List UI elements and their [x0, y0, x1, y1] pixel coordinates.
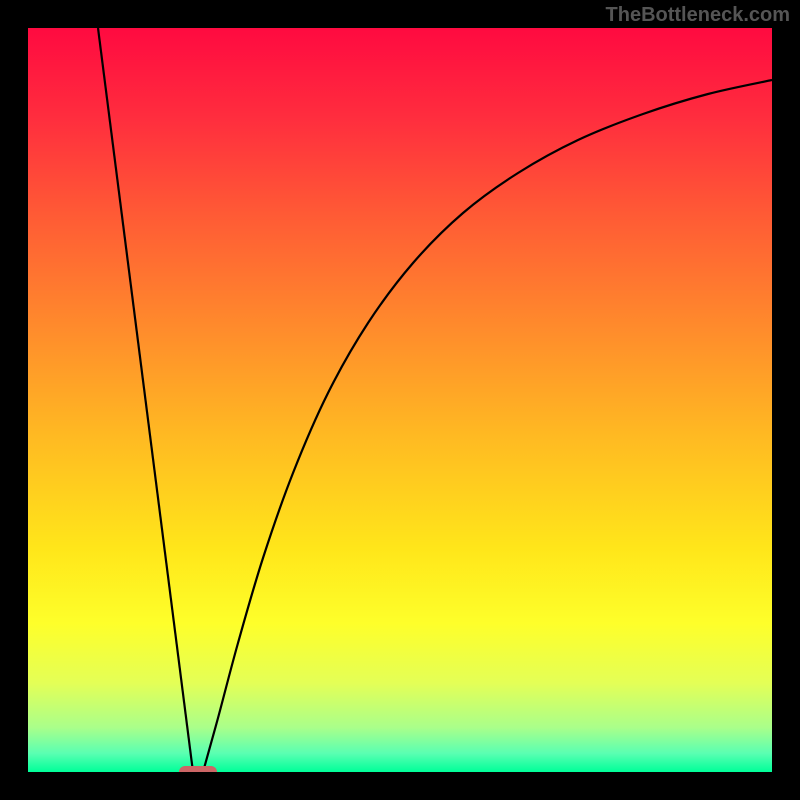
- watermark-text: TheBottleneck.com: [606, 4, 790, 27]
- bottleneck-chart: TheBottleneck.com: [0, 0, 800, 800]
- plot-background: [28, 28, 772, 772]
- chart-svg: [0, 0, 800, 800]
